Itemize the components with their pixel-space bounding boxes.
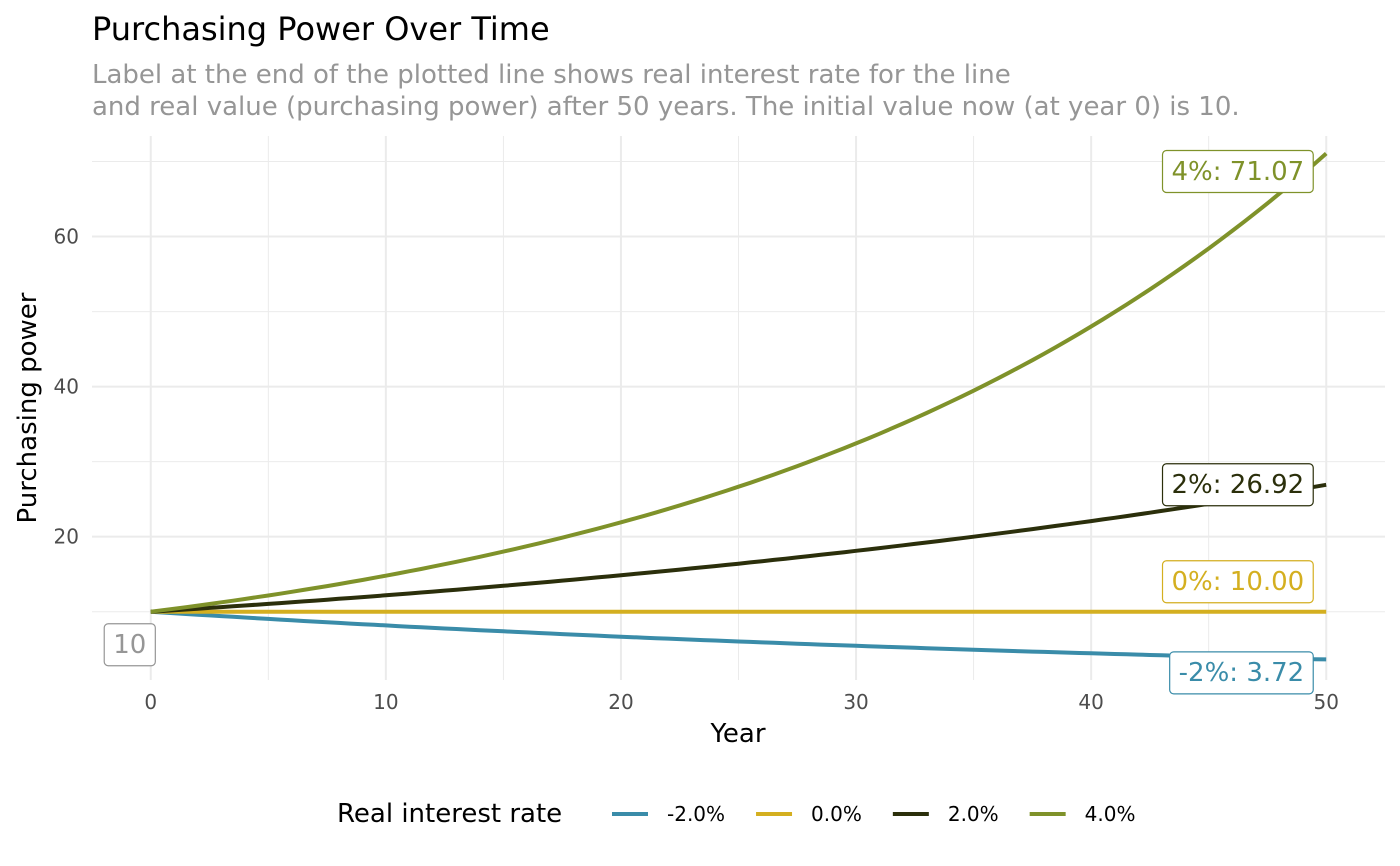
- series-lines: [150, 152, 1328, 662]
- end-label-box: [1161, 149, 1314, 194]
- end-label-box: [1169, 651, 1314, 695]
- chart-subtitle-line-1: Label at the end of the plotted line sho…: [92, 60, 1011, 90]
- x-tick-label: 20: [608, 690, 633, 714]
- end-label-text: 4%: 71.07: [1172, 157, 1305, 187]
- series-line: [150, 152, 1328, 614]
- chart-title: Purchasing Power Over Time: [92, 10, 550, 48]
- legend-label: -2.0%: [667, 802, 725, 826]
- end-label: -2%: 3.72: [1169, 651, 1314, 695]
- initial-value-label-box: [103, 623, 156, 667]
- legend-label: 4.0%: [1085, 802, 1136, 826]
- end-label-box: [1161, 463, 1314, 507]
- x-axis-title: Year: [709, 719, 765, 749]
- legend-label: 0.0%: [811, 802, 862, 826]
- x-tick-label: 10: [373, 690, 398, 714]
- end-label: 0%: 10.00: [1161, 560, 1314, 604]
- x-tick-label: 0: [144, 690, 157, 714]
- end-labels: -2%: 3.72 0%: 10.00 2%: 26.92 4%: 71.07 10: [103, 149, 1314, 695]
- end-label: 4%: 71.07: [1161, 149, 1314, 194]
- y-tick-label: 40: [54, 375, 79, 399]
- end-label-text: 0%: 10.00: [1172, 567, 1305, 597]
- x-tick-label: 30: [843, 690, 868, 714]
- initial-value-label: 10: [103, 623, 156, 667]
- series-line: [150, 482, 1327, 614]
- end-label-text: -2%: 3.72: [1179, 658, 1305, 688]
- y-tick-label: 60: [54, 225, 79, 249]
- chart-subtitle-line-2: and real value (purchasing power) after …: [92, 92, 1240, 122]
- y-axis-title: Purchasing power: [13, 292, 43, 523]
- series-line: [150, 609, 1327, 662]
- end-label-box: [1161, 560, 1314, 604]
- initial-value-label-text: 10: [113, 630, 146, 660]
- y-tick-label: 20: [54, 525, 79, 549]
- axis-ticks: 0 10 20 30 40 50 20 40 60: [54, 225, 1339, 714]
- legend-title: Real interest rate: [337, 799, 562, 829]
- end-label: 2%: 26.92: [1161, 463, 1314, 507]
- legend: Real interest rate -2.0% 0.0% 2.0% 4.0%: [337, 799, 1135, 829]
- legend-label: 2.0%: [948, 802, 999, 826]
- end-label-text: 2%: 26.92: [1172, 470, 1305, 500]
- x-tick-label: 50: [1314, 690, 1339, 714]
- x-tick-label: 40: [1078, 690, 1103, 714]
